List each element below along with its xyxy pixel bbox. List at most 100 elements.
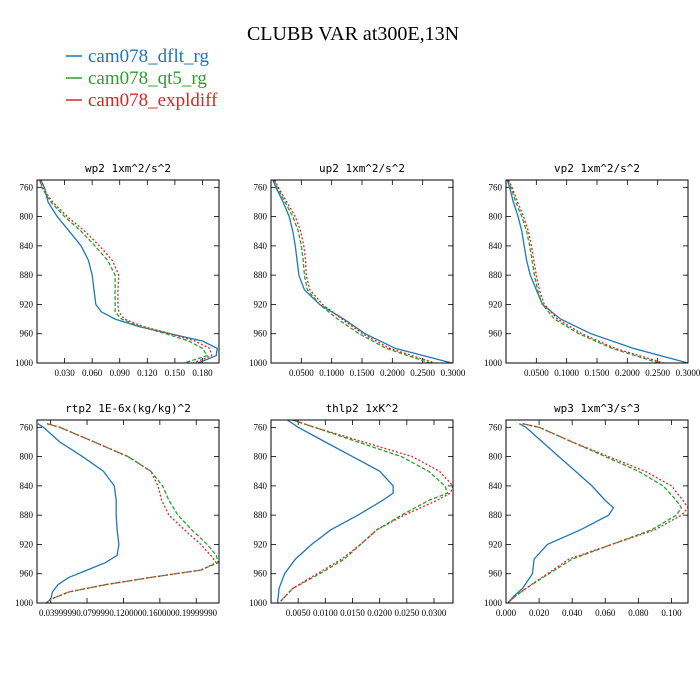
x-tick-label: 0.150 — [165, 368, 186, 378]
x-tick-label: 0.020 — [529, 608, 550, 618]
x-tick-label: 0.0500 — [289, 368, 314, 378]
x-tick-label: 0.120 — [137, 368, 158, 378]
y-tick-label: 800 — [20, 452, 34, 462]
chart-panel: up2 1xm^2/s^2 760 800 840 880 920 960 1000 0.050… — [249, 162, 466, 378]
y-tick-label: 840 — [254, 481, 268, 491]
chart-panel: wp2 1xm^2/s^2 760 800 840 880 920 960 1000 0.030… — [15, 162, 220, 378]
x-tick-label: 0.2000 — [380, 368, 405, 378]
y-tick-label: 920 — [489, 299, 503, 309]
panel-frame — [36, 419, 220, 604]
x-tick-label: 0.0100 — [313, 608, 338, 618]
y-tick-label: 800 — [489, 452, 503, 462]
y-tick-label: 920 — [254, 539, 268, 549]
panel-title: up2 1xm^2/s^2 — [319, 162, 405, 175]
x-tick-label: 0.000 — [496, 608, 517, 618]
legend-label: cam078_qt5_rg — [88, 68, 207, 89]
series-line — [506, 180, 688, 363]
panel-title: rtp2 1E-6x(kg/kg)^2 — [65, 402, 191, 415]
panel-title: vp2 1xm^2/s^2 — [554, 162, 640, 175]
y-tick-label: 880 — [20, 510, 34, 520]
x-tick-label: 0.0250 — [394, 608, 419, 618]
series-line — [274, 180, 436, 363]
series-line — [507, 423, 683, 603]
x-tick-label: 0.030 — [54, 368, 75, 378]
y-tick-label: 760 — [20, 182, 34, 192]
series-line — [276, 420, 394, 603]
series-line — [40, 180, 218, 363]
panel-title: wp3 1xm^3/s^3 — [554, 402, 640, 415]
y-tick-label: 1000 — [249, 358, 268, 368]
x-tick-label: 0.3000 — [441, 368, 466, 378]
x-tick-label: 0.2500 — [410, 368, 435, 378]
x-tick-label: 0.2500 — [645, 368, 670, 378]
y-tick-label: 880 — [489, 510, 503, 520]
y-tick-label: 760 — [254, 422, 268, 432]
x-tick-label: 0.0150 — [340, 608, 365, 618]
y-tick-label: 840 — [254, 241, 268, 251]
y-tick-label: 960 — [20, 569, 34, 579]
series-line — [45, 423, 218, 603]
series-line — [278, 420, 449, 603]
y-tick-label: 800 — [489, 212, 503, 222]
y-tick-label: 840 — [20, 241, 34, 251]
series-line — [507, 180, 664, 363]
chart-panel: vp2 1xm^2/s^2 760 800 840 880 920 960 1000 0.050… — [484, 162, 700, 378]
x-tick-label: 0.1500 — [350, 368, 375, 378]
x-tick-label: 0.180 — [192, 368, 213, 378]
figure-title: CLUBB VAR at300E,13N — [247, 23, 459, 45]
y-tick-label: 800 — [20, 212, 34, 222]
series-line — [507, 423, 688, 603]
x-tick-label: 0.060 — [595, 608, 616, 618]
y-tick-label: 960 — [20, 329, 34, 339]
y-tick-label: 880 — [254, 510, 268, 520]
y-tick-label: 760 — [254, 182, 268, 192]
x-tick-label: 0.0500 — [524, 368, 549, 378]
series-line — [507, 423, 615, 603]
y-tick-label: 920 — [254, 299, 268, 309]
x-tick-label: 0.080 — [628, 608, 649, 618]
panels: wp2 1xm^2/s^2 760 800 840 880 920 960 1000 0.030… — [15, 162, 700, 618]
x-tick-label: 0.100 — [661, 608, 682, 618]
y-tick-label: 920 — [20, 299, 34, 309]
panel-frame — [505, 179, 689, 364]
y-tick-label: 1000 — [15, 598, 34, 608]
y-tick-label: 840 — [20, 481, 34, 491]
chart-panel: wp3 1xm^3/s^3 760 800 840 880 920 960 10000.000… — [484, 402, 689, 618]
x-tick-label: 0.3000 — [676, 368, 700, 378]
series-line — [39, 180, 213, 363]
series-line — [272, 180, 452, 363]
series-line — [278, 420, 453, 603]
series-line — [273, 180, 431, 363]
y-tick-label: 880 — [489, 270, 503, 280]
x-tick-label: 0.1500 — [585, 368, 610, 378]
panel-frame — [505, 419, 689, 604]
legend-label: cam078_dflt_rg — [88, 46, 210, 67]
x-tick-label: 0.2000 — [615, 368, 640, 378]
y-tick-label: 760 — [489, 422, 503, 432]
panel-title: thlp2 1xK^2 — [326, 402, 399, 415]
x-tick-label: 0.0050 — [286, 608, 311, 618]
x-tick-label: 0.060 — [82, 368, 103, 378]
y-tick-label: 960 — [489, 329, 503, 339]
x-tick-label: 0.03999990.0799990.1200000.1600000.19999… — [39, 608, 217, 618]
legend-label: cam078_expldiff — [88, 90, 218, 111]
y-tick-label: 920 — [489, 539, 503, 549]
y-tick-label: 800 — [254, 212, 268, 222]
y-tick-label: 760 — [489, 182, 503, 192]
y-tick-label: 920 — [20, 539, 34, 549]
y-tick-label: 760 — [20, 422, 34, 432]
y-tick-label: 1000 — [484, 358, 503, 368]
panel-title: wp2 1xm^2/s^2 — [85, 162, 171, 175]
series-line — [507, 180, 660, 363]
y-tick-label: 840 — [489, 481, 503, 491]
panel-frame — [36, 179, 220, 364]
x-tick-label: 0.0300 — [422, 608, 447, 618]
panel-frame — [270, 179, 454, 364]
x-tick-label: 0.090 — [110, 368, 131, 378]
x-tick-label: 0.0200 — [367, 608, 392, 618]
x-tick-label: 0.040 — [562, 608, 583, 618]
y-tick-label: 800 — [254, 452, 268, 462]
x-tick-label: 0.1000 — [319, 368, 344, 378]
series-line — [37, 423, 120, 603]
